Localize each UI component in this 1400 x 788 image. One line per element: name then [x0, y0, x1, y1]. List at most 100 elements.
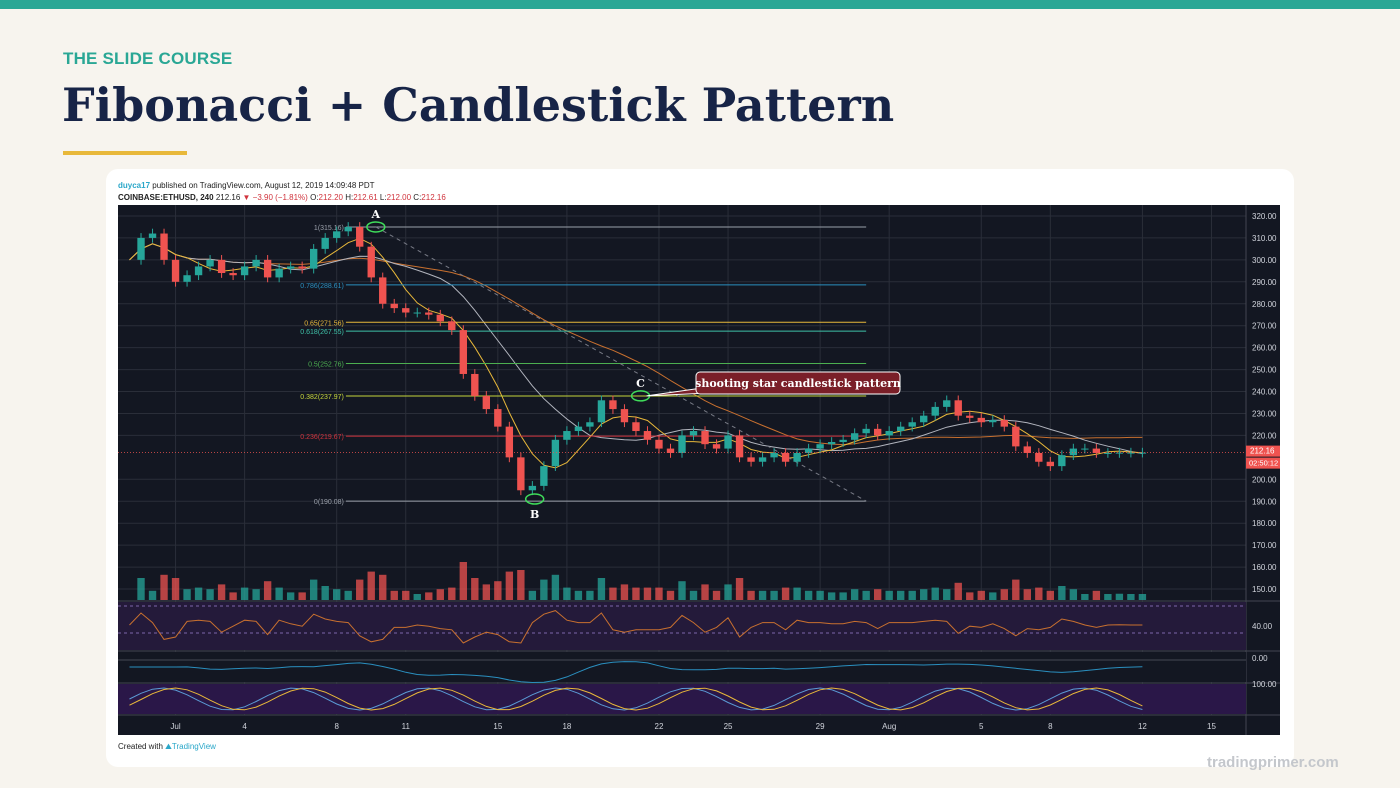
candle-body	[528, 485, 537, 491]
candle-body	[1046, 461, 1055, 467]
candle-body	[977, 417, 985, 423]
y-tick-label: 170.00	[1252, 541, 1277, 550]
x-tick-label: 11	[402, 722, 411, 731]
x-tick-label: 8	[1048, 722, 1053, 731]
volume-bar	[586, 590, 594, 600]
fib-level-label: 0.382(237.97)	[300, 394, 344, 401]
author-link[interactable]: duyca17	[118, 181, 151, 190]
candle-body	[712, 444, 721, 449]
volume-bar	[666, 590, 675, 600]
volume-bar	[1035, 587, 1043, 600]
point-marker	[366, 221, 386, 233]
volume-bar	[286, 592, 295, 600]
ma-mid-line	[129, 243, 1143, 455]
candle-body	[505, 426, 514, 458]
candle-body	[425, 312, 433, 315]
y-tick-label: 320.00	[1252, 212, 1277, 221]
y-tick-label: 190.00	[1252, 497, 1277, 506]
candle-body	[1092, 448, 1101, 453]
volume-bar	[1115, 593, 1124, 600]
candle-body	[148, 233, 157, 238]
volume-bar	[425, 592, 433, 600]
candle-body	[758, 457, 767, 462]
x-tick-label: Aug	[882, 722, 896, 731]
annotation-group: shooting star candlestick pattern	[646, 371, 901, 397]
candle-body	[471, 373, 479, 396]
fib-level-label: 0.236(219.67)	[300, 434, 344, 441]
candle-body	[240, 266, 249, 276]
volume-bar	[931, 587, 939, 600]
indicator-panels: 40.00 0.00 100.00	[118, 600, 1280, 714]
point-label: A	[371, 208, 381, 221]
high-value: 212.61	[353, 193, 378, 202]
volume-bar	[367, 571, 375, 600]
volume-bar	[240, 587, 249, 600]
volume-bar	[448, 587, 456, 600]
point-marker	[524, 493, 545, 505]
volume-bar	[482, 584, 491, 600]
y-tick-label: 180.00	[1252, 519, 1277, 528]
candle-body	[816, 444, 824, 449]
slide-title: Fibonacci + Candlestick Pattern	[62, 78, 895, 132]
candles-group	[137, 222, 1147, 496]
price-chart-svg[interactable]: Jul 4 8 11 15 18 22 25 29 Aug 5 8 12 15 320.00310.003…	[118, 205, 1280, 735]
candle-body	[183, 275, 191, 282]
volume-bar	[563, 587, 571, 600]
x-tick-label: 12	[1138, 722, 1147, 731]
candle-body	[379, 277, 387, 304]
volume-bar	[505, 571, 514, 600]
y-tick-label: 150.00	[1252, 585, 1277, 594]
y-tick-label: 160.00	[1252, 563, 1277, 572]
candle-body	[1081, 448, 1089, 450]
y-tick-label: 310.00	[1252, 234, 1277, 243]
volume-bar	[1012, 579, 1020, 600]
candle-body	[966, 415, 974, 418]
volume-bar	[747, 590, 755, 600]
candle-body	[643, 431, 652, 440]
candle-body	[989, 420, 997, 423]
slide-kicker: THE SLIDE COURSE	[63, 49, 233, 68]
x-tick-label: 29	[816, 722, 825, 731]
y-tick-label: 230.00	[1252, 409, 1277, 418]
candle-body	[609, 400, 617, 410]
volume-bar	[229, 592, 237, 600]
publish-info: duyca17 published on TradingView.com, Au…	[118, 181, 375, 190]
volume-bar	[298, 592, 306, 600]
candle-body	[448, 321, 456, 331]
chart-area[interactable]: Jul 4 8 11 15 18 22 25 29 Aug 5 8 12 15 320.00 310.00 3…	[118, 205, 1280, 735]
candle-body	[747, 457, 755, 462]
candle-body	[1023, 446, 1031, 453]
x-tick-label: 8	[334, 722, 339, 731]
volume-bar	[793, 587, 801, 600]
candle-body	[206, 259, 214, 267]
x-tick-label: 4	[242, 722, 247, 731]
candle-body	[908, 422, 916, 427]
candle-body	[137, 237, 145, 260]
candle-body	[827, 442, 836, 445]
candle-body	[1069, 448, 1078, 456]
volume-bar	[862, 590, 870, 600]
candle-body	[482, 395, 491, 410]
volume-bar	[873, 589, 882, 600]
volume-bar	[1081, 594, 1089, 600]
volume-bar	[217, 584, 226, 600]
candle-body	[920, 415, 928, 423]
close-label: C:	[413, 193, 422, 202]
low-value: 212.00	[386, 193, 412, 202]
grid-lines	[118, 205, 1280, 735]
volume-bar	[309, 579, 318, 600]
volume-bar	[701, 584, 709, 600]
candle-body	[367, 246, 375, 278]
x-tick-label: 15	[493, 722, 502, 731]
volume-bar	[528, 590, 537, 600]
tradingview-brand[interactable]: TradingView	[171, 742, 216, 751]
macd-line	[129, 661, 1143, 684]
y-tick-label: 280.00	[1252, 300, 1277, 309]
volume-bar	[171, 578, 180, 600]
candle-body	[839, 439, 847, 442]
candle-body	[551, 439, 560, 467]
candle-body	[586, 422, 594, 427]
candle-body	[701, 431, 709, 445]
tradingview-logo-icon[interactable]: ⛰	[165, 742, 172, 751]
price-tag-box	[1246, 445, 1280, 457]
